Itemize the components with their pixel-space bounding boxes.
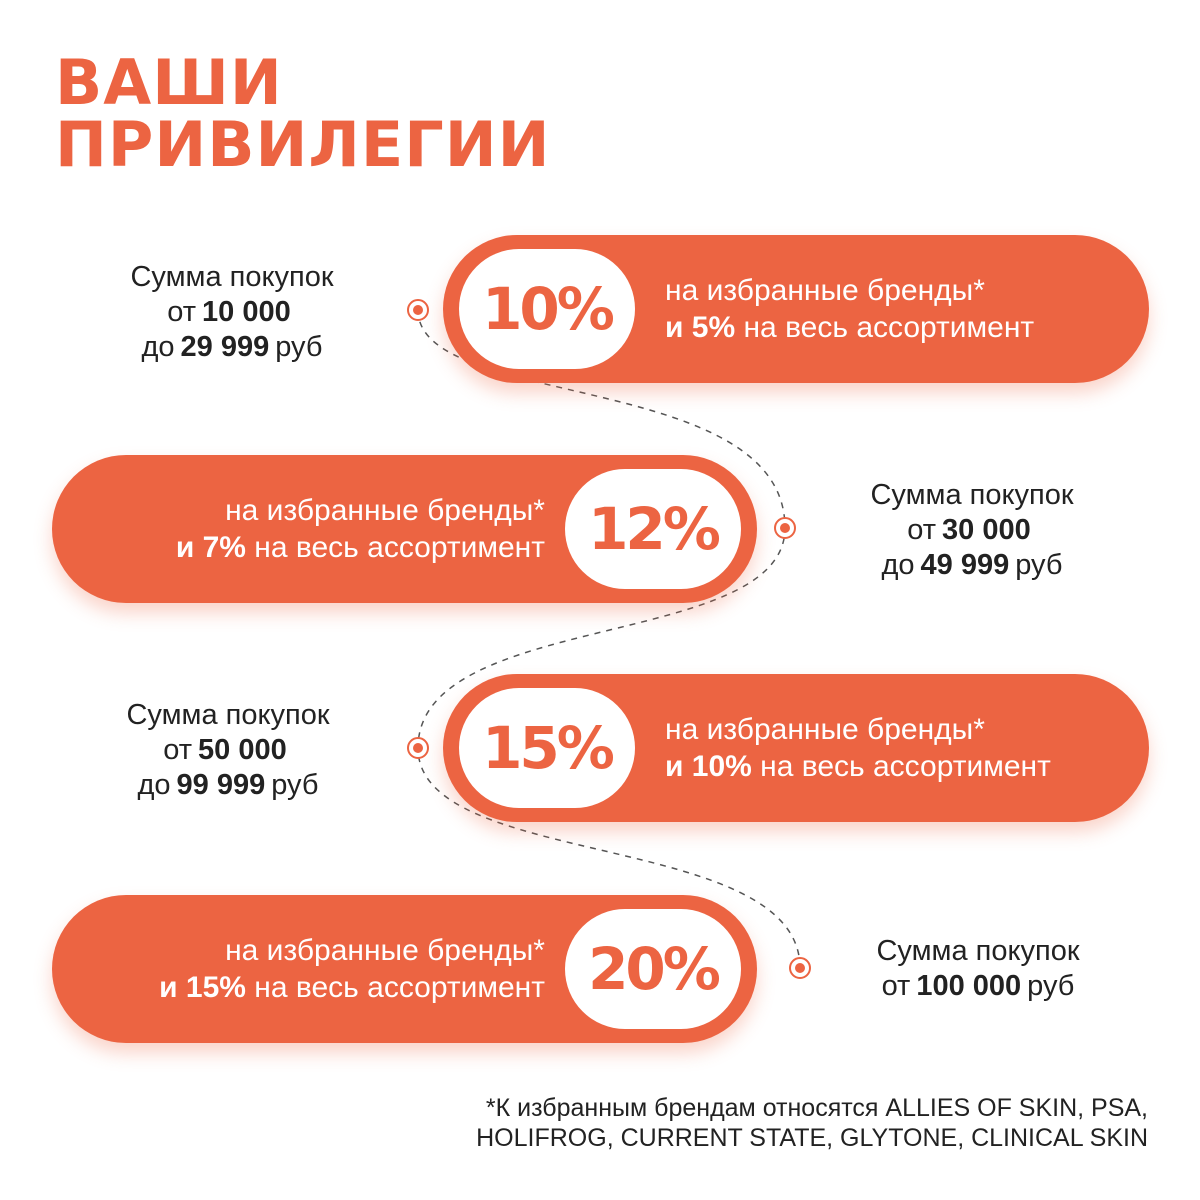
page-title: ВАШИ ПРИВИЛЕГИИ <box>55 52 551 176</box>
tier-3-amount-from: от 50 000 <box>163 734 287 766</box>
tier-2-amount-label: Сумма покупок <box>870 479 1074 511</box>
tier-3-benefit: на избранные бренды* и 10% на весь ассор… <box>665 713 1051 783</box>
tier-4-card: на избранные бренды* и 15% на весь ассор… <box>52 895 757 1043</box>
tier-1-benefit: на избранные бренды* и 5% на весь ассорт… <box>665 274 1035 344</box>
tier-1-percent-badge: 10% <box>459 249 635 369</box>
title-line-2: ПРИВИЛЕГИИ <box>55 108 551 181</box>
tier-2-marker-icon <box>774 517 796 539</box>
tier-1-amount-to: до 29 999 руб <box>141 331 323 363</box>
tier-3-marker-icon <box>407 737 429 759</box>
title-line-1: ВАШИ <box>55 46 283 119</box>
tier-1-amount-from: от 10 000 <box>167 296 291 328</box>
tier-1-marker-icon <box>407 299 429 321</box>
tier-3-amount-label: Сумма покупок <box>126 699 330 731</box>
footnote-line-2: HOLIFROG, CURRENT STATE, GLYTONE, CLINIC… <box>476 1124 1148 1152</box>
tier-1-amount: Сумма покупок от 10 000 до 29 999 руб <box>92 260 372 365</box>
tier-4-amount: Сумма покупок от 100 000 руб <box>838 934 1118 1004</box>
tier-1-card: 10% на избранные бренды* и 5% на весь ас… <box>443 235 1149 383</box>
tier-2-card: на избранные бренды* и 7% на весь ассорт… <box>52 455 757 603</box>
tier-4-benefit: на избранные бренды* и 15% на весь ассор… <box>159 934 545 1004</box>
tier-2-amount: Сумма покупок от 30 000 до 49 999 руб <box>832 478 1112 583</box>
tier-1-amount-label: Сумма покупок <box>130 261 334 293</box>
tier-2-benefit: на избранные бренды* и 7% на весь ассорт… <box>175 494 545 564</box>
tier-2-amount-to: до 49 999 руб <box>881 549 1063 581</box>
tier-4-percent-badge: 20% <box>565 909 741 1029</box>
tier-3-percent-badge: 15% <box>459 688 635 808</box>
footnote-line-1: *К избранным брендам относятся ALLIES OF… <box>485 1094 1148 1122</box>
tier-2-percent-badge: 12% <box>565 469 741 589</box>
tier-4-amount-label: Сумма покупок <box>876 935 1080 967</box>
tier-2-amount-from: от 30 000 <box>907 514 1031 546</box>
connector-line <box>417 309 801 969</box>
tier-3-amount-to: до 99 999 руб <box>137 769 319 801</box>
tier-3-card: 15% на избранные бренды* и 10% на весь а… <box>443 674 1149 822</box>
tier-4-marker-icon <box>789 957 811 979</box>
tier-4-amount-from: от 100 000 руб <box>881 970 1075 1002</box>
footnote: *К избранным брендам относятся ALLIES OF… <box>328 1093 1148 1153</box>
tier-3-amount: Сумма покупок от 50 000 до 99 999 руб <box>88 698 368 803</box>
